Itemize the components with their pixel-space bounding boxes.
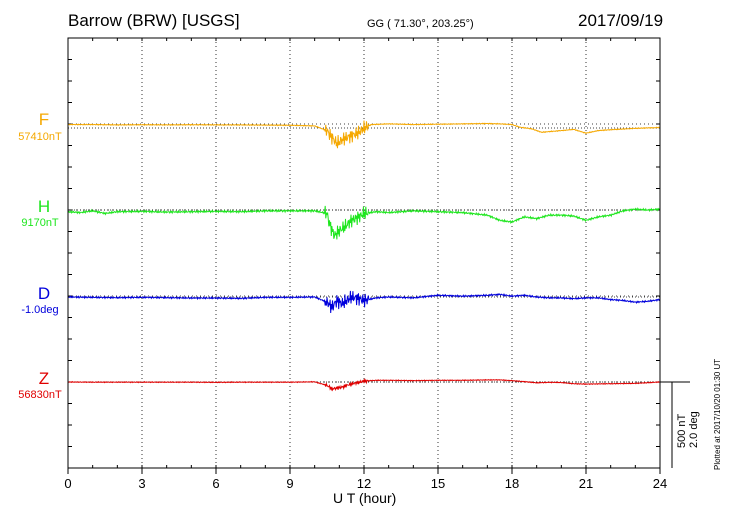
station-title: Barrow (BRW) [USGS] (68, 11, 240, 30)
x-tick-label: 6 (212, 476, 219, 491)
series-baseline-label-H: 9170nT (21, 217, 59, 229)
series-baseline-label-D: -1.0deg (21, 304, 58, 316)
x-axis-label: U T (hour) (333, 490, 397, 506)
station-coordinates: GG ( 71.30°, 203.25°) (367, 18, 474, 30)
x-tick-label: 0 (64, 476, 71, 491)
series-name-F: F (39, 110, 49, 129)
x-tick-label: 15 (431, 476, 445, 491)
series-line-H (67, 205, 661, 240)
series-name-Z: Z (39, 369, 49, 388)
x-tick-label: 12 (357, 476, 371, 491)
x-tick-label: 18 (505, 476, 519, 491)
x-tick-label: 3 (138, 476, 145, 491)
series-name-D: D (38, 284, 50, 303)
chart-series (67, 120, 661, 392)
series-baseline-label-F: 57410nT (18, 131, 62, 143)
chart-grid (68, 38, 660, 468)
plot-frame (67, 37, 661, 469)
date-label: 2017/09/19 (578, 11, 664, 30)
x-tick-label: 21 (579, 476, 593, 491)
x-axis-ticks: 0 3 6 9 12 15 18 21 24 (64, 37, 667, 491)
series-line-Z (67, 377, 660, 392)
series-baseline-label-Z: 56830nT (18, 389, 62, 401)
x-tick-label: 9 (286, 476, 293, 491)
series-name-H: H (38, 197, 50, 216)
x-tick-label: 24 (653, 476, 667, 491)
series-line-D (67, 290, 661, 314)
series-line-F (67, 120, 660, 149)
